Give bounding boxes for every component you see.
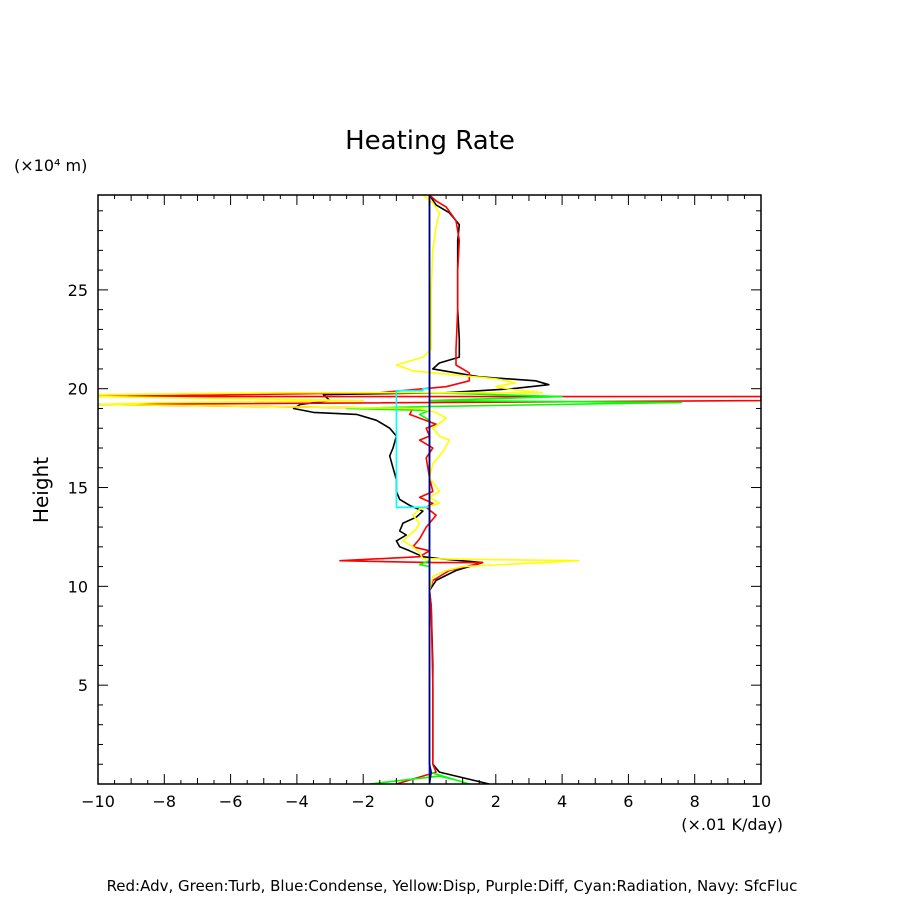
x-tick-label: −8 (153, 792, 177, 811)
series-line-7 (428, 195, 433, 784)
x-tick-label: 6 (623, 792, 633, 811)
x-tick-label: −10 (81, 792, 115, 811)
y-axis-label: Height (29, 457, 53, 523)
series-line-4 (98, 195, 580, 784)
y-tick-label: 25 (68, 281, 88, 300)
x-tick-label: 8 (690, 792, 700, 811)
x-tick-label: 10 (751, 792, 771, 811)
y-tick-label: 15 (68, 479, 88, 498)
series-line-5 (395, 387, 430, 509)
series-line-2 (98, 195, 761, 784)
y-axis-unit: (×10⁴ m) (14, 156, 87, 175)
x-tick-label: −4 (285, 792, 309, 811)
x-tick-label: −6 (219, 792, 243, 811)
series-layer (98, 195, 761, 784)
footnote-legend: Red:Adv, Green:Turb, Blue:Condense, Yell… (107, 877, 798, 895)
x-tick-label: 4 (557, 792, 567, 811)
y-tick-label: 10 (68, 577, 88, 596)
series-line-1 (292, 195, 550, 784)
y-tick-label: 20 (68, 380, 88, 399)
x-axis-unit: (×.01 K/day) (681, 815, 783, 834)
x-tick-label: 2 (491, 792, 501, 811)
plot-frame (97, 194, 762, 785)
y-tick-label: 5 (78, 676, 88, 695)
x-tick-label: −2 (351, 792, 375, 811)
chart-title: Heating Rate (345, 126, 515, 156)
tick-labels: −10 −8 −6 −4 −2 0 2 4 6 8 10 5 10 15 20 25 (68, 281, 772, 811)
x-tick-label: 0 (424, 792, 434, 811)
